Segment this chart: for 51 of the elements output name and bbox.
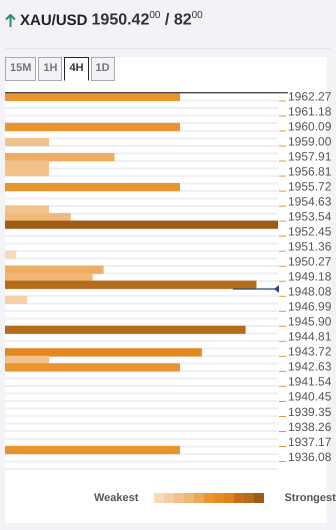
y-tick-label: 1940.45 [288, 390, 332, 404]
y-tick-label: 1955.72 [288, 179, 332, 194]
text: Weakest [94, 492, 138, 504]
bar [5, 348, 202, 356]
bar [5, 213, 71, 222]
y-tick-label: 1962.27 [288, 89, 332, 104]
text: Strongest [284, 492, 336, 504]
y-tick-label: 1949.18 [288, 270, 332, 284]
y-tick-label: 1946.99 [288, 300, 332, 314]
bar [5, 206, 50, 214]
bar [5, 122, 180, 132]
text: 15M [5, 57, 36, 81]
y-tick-label: 1938.26 [288, 420, 332, 434]
y-tick-label: 1945.90 [288, 314, 332, 329]
y-tick-label: 1951.36 [288, 240, 332, 254]
bar [5, 93, 180, 102]
y-tick-label: 1961.18 [288, 104, 332, 118]
text: 1D [90, 57, 115, 81]
y-tick-label: 1937.17 [288, 434, 332, 449]
y-tick-label: 1948.08 [288, 284, 332, 299]
y-tick-label: 1950.27 [288, 254, 332, 269]
bar [5, 446, 180, 454]
y-tick-label: 1954.63 [288, 194, 332, 208]
chart-title: XAU/USD [20, 12, 88, 28]
y-tick-label: 1960.09 [288, 119, 332, 134]
y-tick-label: 1956.81 [288, 164, 332, 178]
y-tick-label: 1944.81 [288, 330, 332, 344]
y-tick-label: 1953.54 [288, 209, 332, 224]
chart-subtitle: 1950.42$^{00}$ / 82$^{00}$ [92, 10, 203, 30]
y-tick-label: 1959.00 [288, 134, 332, 148]
bar [5, 250, 16, 259]
bar [5, 296, 28, 304]
bar [5, 273, 93, 282]
y-tick-label: 1952.45 [288, 224, 332, 238]
bar [5, 356, 50, 364]
y-tick-label: 1942.63 [288, 360, 332, 374]
bar [5, 183, 180, 192]
y-tick-label: 1939.35 [288, 404, 332, 419]
bar [5, 138, 50, 146]
y-tick-label: 1943.72 [288, 344, 332, 359]
y-tick-label: 1941.54 [288, 374, 332, 389]
y-tick-label: 1936.08 [288, 450, 332, 464]
bar [5, 220, 278, 229]
bar [5, 266, 104, 274]
bar [5, 363, 180, 372]
text: 1H [38, 57, 62, 81]
bar [5, 152, 115, 162]
text: 4H [64, 57, 89, 81]
y-tick-label: 1957.91 [288, 149, 332, 164]
bar [5, 280, 256, 289]
bar [5, 326, 246, 334]
